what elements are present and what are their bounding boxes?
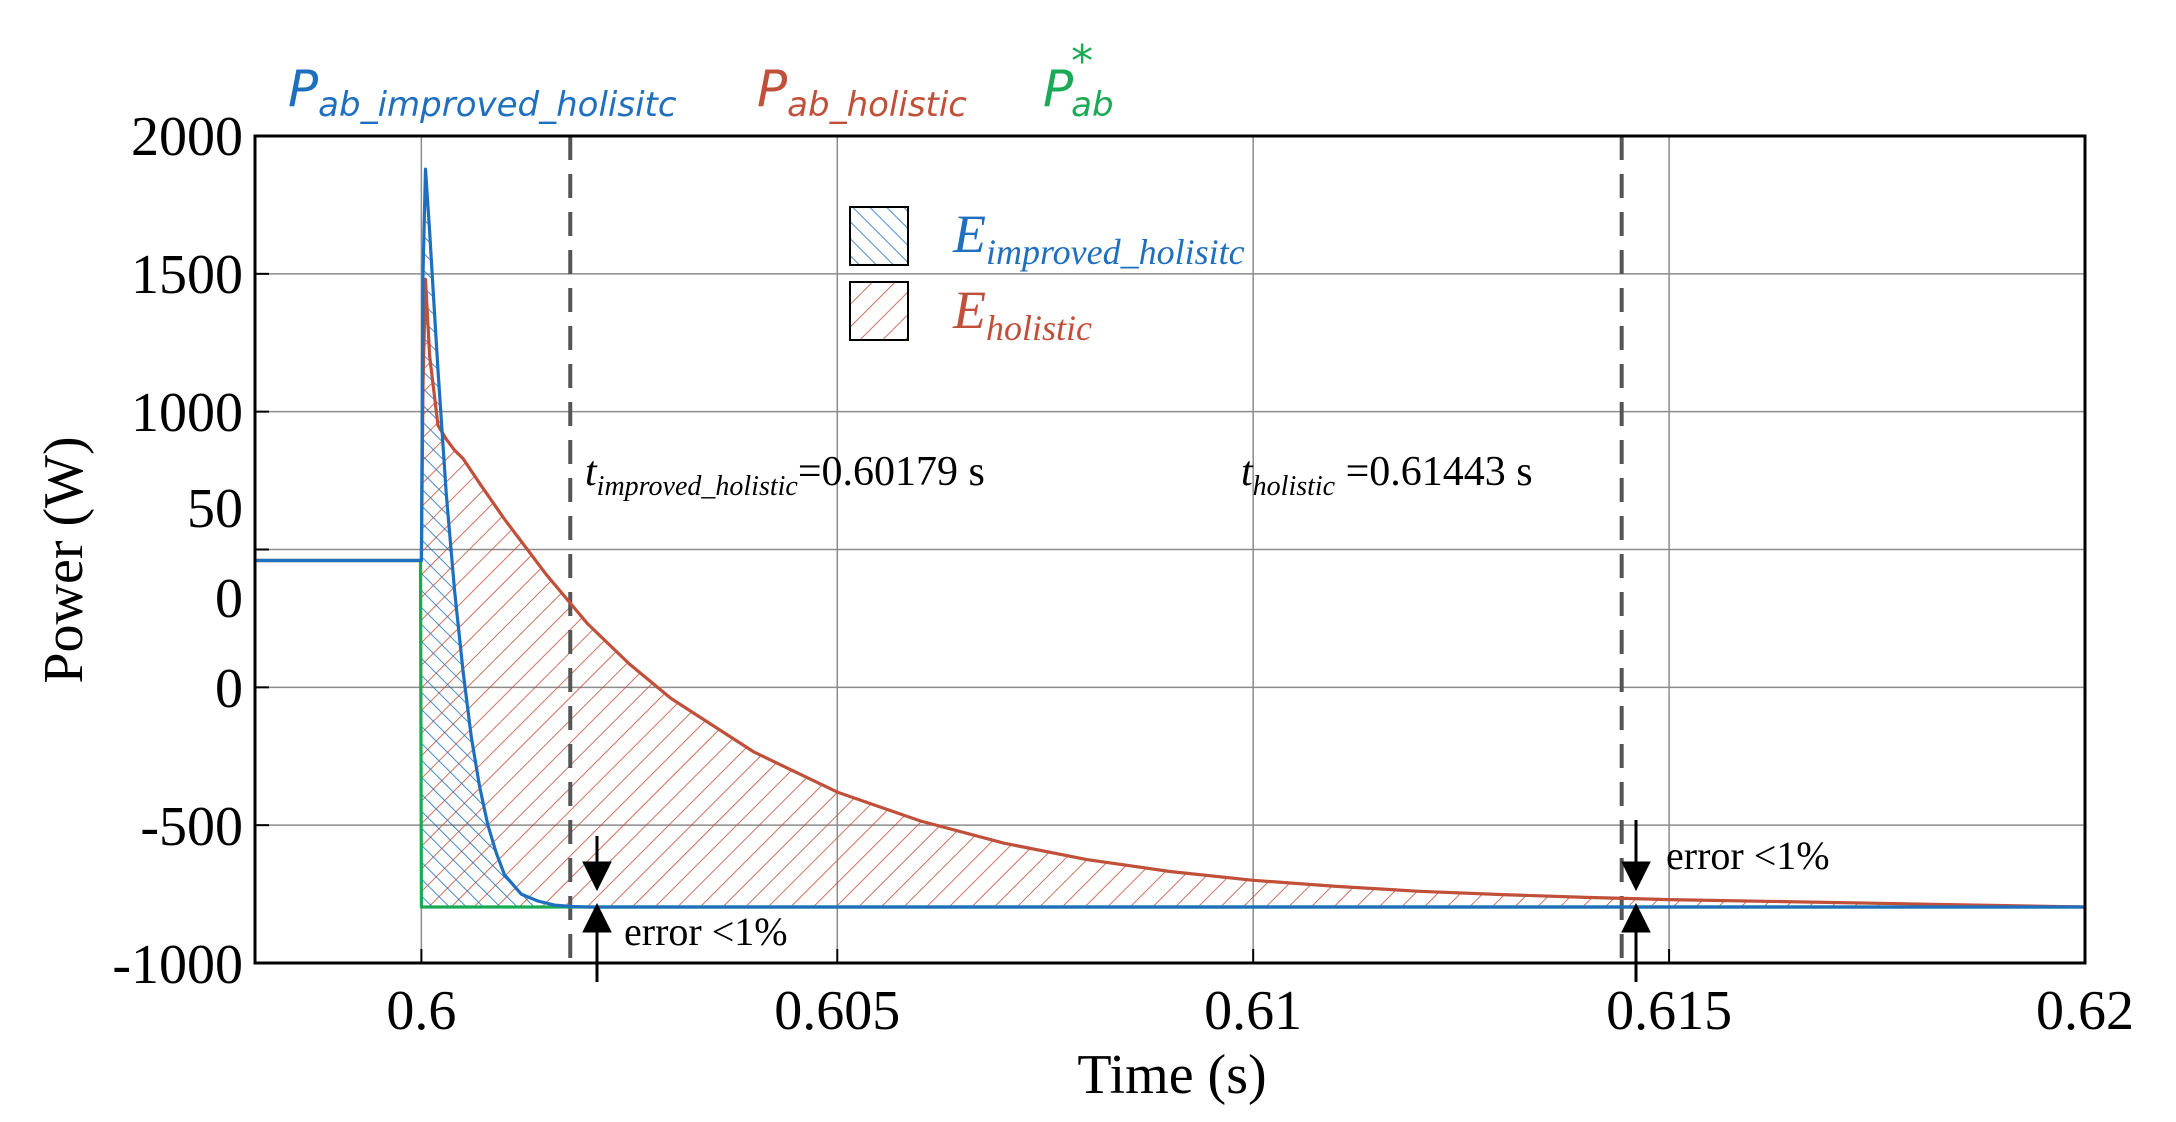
dashed-time-markers xyxy=(568,136,1624,963)
y-tick-label: 50 xyxy=(187,478,243,540)
legend-reference-series: P* ab xyxy=(1043,36,1114,125)
y-tick-label: 1000 xyxy=(131,382,243,444)
x-tick-label: 0.615 xyxy=(1606,980,1732,1042)
axis-ticks: 0.6 0.605 0.61 0.615 0.622000150010005000-50… xyxy=(112,106,2134,1042)
y-tick-label: -500 xyxy=(140,796,243,858)
annotation-error-holistic: error <1% xyxy=(1666,833,1830,878)
y-tick-label: 1500 xyxy=(131,244,243,306)
x-axis-label: Time (s) xyxy=(1077,1044,1266,1106)
error-arrows-holistic xyxy=(1621,820,1651,982)
y-tick-label: 2000 xyxy=(131,106,243,168)
annotation-t-holistic: tholistic =0.61443 s xyxy=(1241,449,1533,502)
annotation-error-improved: error <1% xyxy=(624,909,788,954)
legend-improved-swatch xyxy=(849,206,909,266)
x-tick-label: 0.62 xyxy=(2036,980,2134,1042)
legend-holistic-swatch xyxy=(849,281,909,341)
series-lines xyxy=(255,167,2085,909)
error-arrows-improved xyxy=(582,836,612,982)
series-holistic-line xyxy=(255,277,2085,909)
x-tick-label: 0.6 xyxy=(386,980,456,1042)
y-tick-label: 0 xyxy=(215,658,243,720)
legend-holistic-energy: Eholistic xyxy=(952,280,1092,348)
legend-improved-series: Pab_improved_holisitc xyxy=(288,60,677,125)
series-improved-line xyxy=(255,167,2085,909)
y-axis-label: Power (W) xyxy=(33,436,95,683)
x-tick-label: 0.605 xyxy=(774,980,900,1042)
arrow-down-head xyxy=(582,861,612,892)
y-tick-label: 0 xyxy=(215,568,243,630)
energy-areas xyxy=(421,169,2085,908)
arrow-down-head xyxy=(1621,861,1651,892)
area-holistic-energy xyxy=(421,279,2085,908)
legend-holistic-series: Pab_holistic xyxy=(757,60,967,125)
y-tick-label: -1000 xyxy=(112,934,243,996)
legend-improved-energy: Eimproved_holisitc xyxy=(952,204,1245,272)
annotation-t-improved: timproved_holistic=0.60179 s xyxy=(585,449,985,502)
x-tick-label: 0.61 xyxy=(1204,980,1302,1042)
